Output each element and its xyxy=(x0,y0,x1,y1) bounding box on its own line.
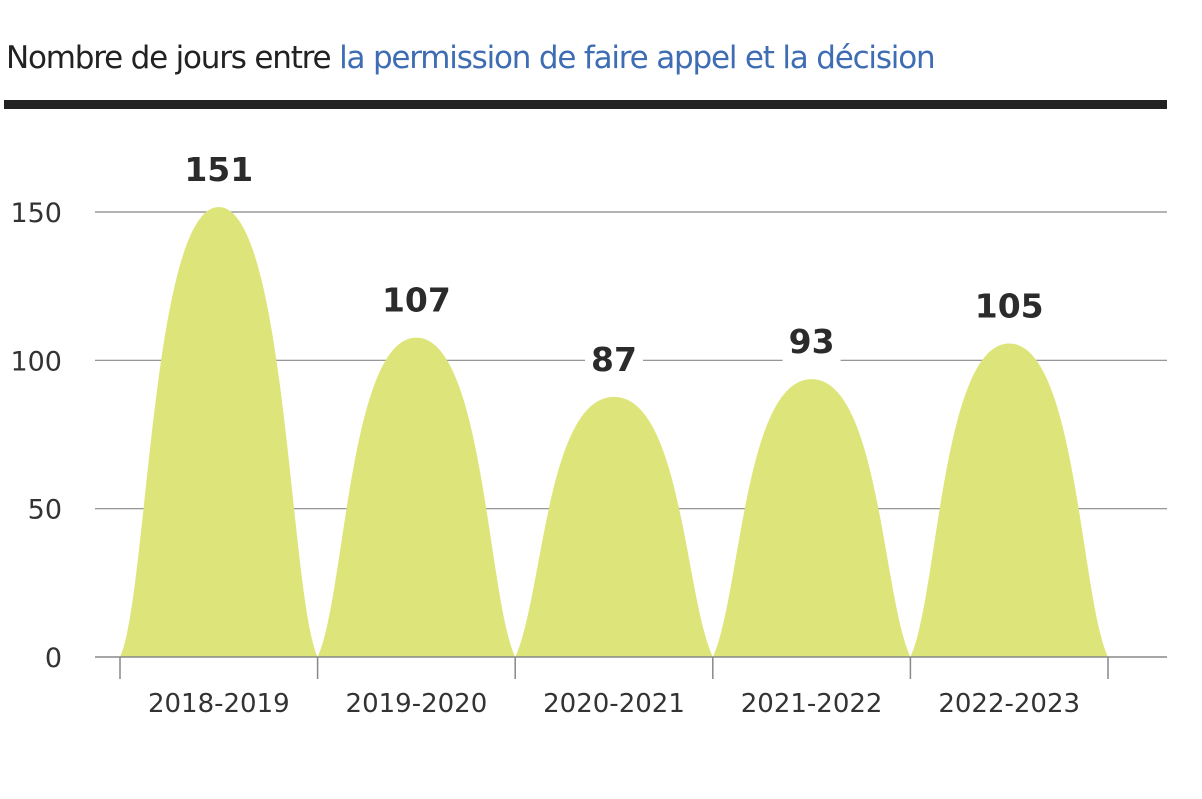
value-labels: 151 107 87 93 105 xyxy=(179,150,1049,379)
x-axis xyxy=(95,656,1167,679)
area-mark-2022-2023 xyxy=(910,343,1108,657)
value-label-bg xyxy=(585,340,643,379)
chart-marks xyxy=(120,207,1108,658)
area-mark-2021-2022 xyxy=(712,379,911,657)
value-label-2021-2022: 93 xyxy=(789,322,835,361)
x-tick-label-2018-2019: 2018-2019 xyxy=(148,689,290,719)
x-tick-label-2020-2021: 2020-2021 xyxy=(543,689,685,719)
y-tick-label: 100 xyxy=(10,346,62,377)
area-mark-2020-2021 xyxy=(515,396,713,657)
area-mark-2019-2020 xyxy=(317,337,516,657)
chart-title-highlight: la permission de faire appel et la décis… xyxy=(339,40,936,76)
value-label-bg xyxy=(969,287,1049,326)
value-label-2020-2021: 87 xyxy=(591,340,637,379)
category-labels: 2018-2019 2019-2020 2020-2021 2021-2022 2022… xyxy=(148,689,1080,719)
value-label-2022-2023: 105 xyxy=(975,287,1044,326)
value-label-bg xyxy=(782,323,841,362)
y-tick-label: 0 xyxy=(45,643,62,674)
value-label-bg xyxy=(376,281,456,320)
title-rule xyxy=(4,100,1167,109)
y-tick-labels: 0 50 100 150 xyxy=(10,198,62,674)
value-label-bg xyxy=(179,151,259,190)
y-tick-label: 150 xyxy=(10,198,62,229)
chart-title: Nombre de jours entre la permission de f… xyxy=(6,40,936,76)
x-tick-label-2022-2023: 2022-2023 xyxy=(938,689,1080,719)
x-tick-label-2021-2022: 2021-2022 xyxy=(741,689,883,719)
area-mark-2018-2019 xyxy=(120,207,318,658)
x-tick-label-2019-2020: 2019-2020 xyxy=(346,689,488,719)
value-label-2018-2019: 151 xyxy=(184,150,253,189)
y-tick-label: 50 xyxy=(28,495,62,526)
value-label-2019-2020: 107 xyxy=(382,281,451,320)
chart-title-prefix: Nombre de jours entre xyxy=(6,40,340,76)
